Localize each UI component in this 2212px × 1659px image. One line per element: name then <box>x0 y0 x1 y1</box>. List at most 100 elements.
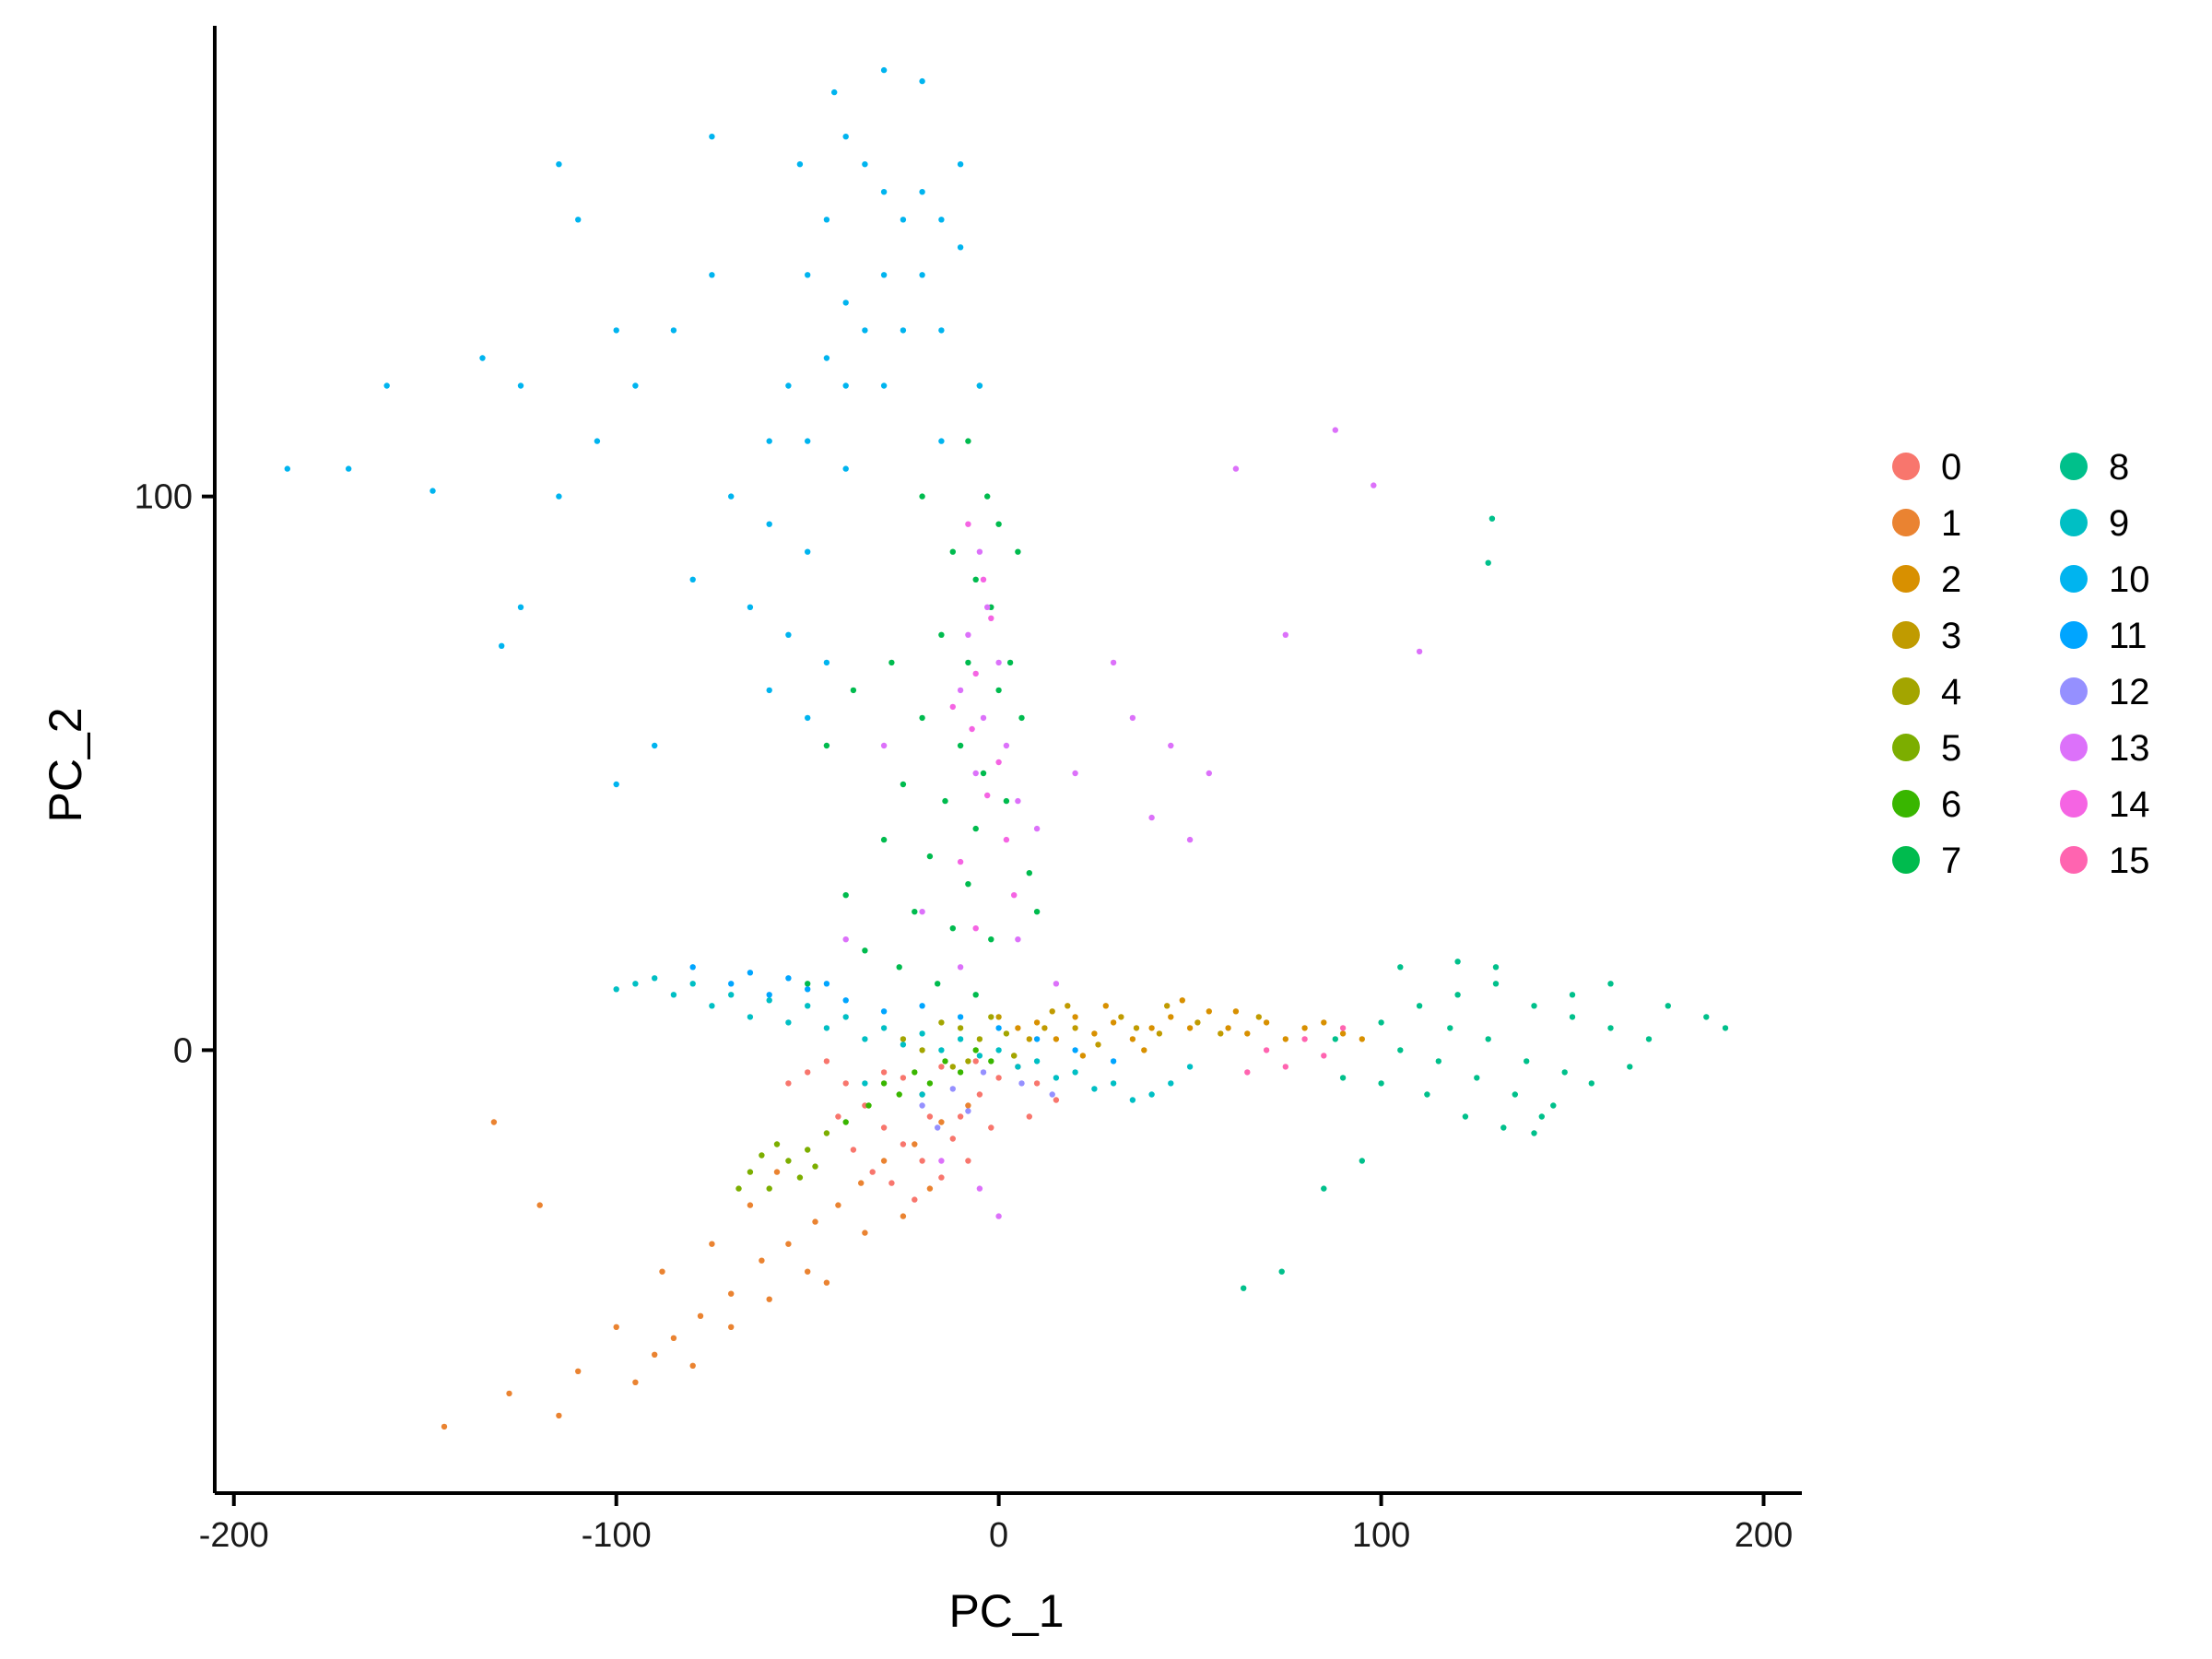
point-cluster-10 <box>766 521 772 527</box>
legend-label-3: 3 <box>1941 616 1961 656</box>
point-cluster-8 <box>1569 992 1576 998</box>
point-cluster-10 <box>842 465 849 472</box>
point-cluster-15 <box>1282 1064 1289 1070</box>
legend-key-4 <box>1892 677 1920 705</box>
point-cluster-1 <box>773 1169 781 1175</box>
point-cluster-10 <box>880 66 888 74</box>
point-cluster-7 <box>1006 659 1014 666</box>
point-cluster-7 <box>984 493 991 500</box>
point-cluster-14 <box>969 725 975 733</box>
point-cluster-14 <box>988 615 994 621</box>
point-cluster-9 <box>1110 1080 1117 1087</box>
point-cluster-8 <box>1645 1036 1653 1042</box>
point-cluster-10 <box>842 382 849 389</box>
point-cluster-10 <box>346 465 352 472</box>
legend-key-6 <box>1892 790 1920 818</box>
point-cluster-10 <box>747 604 754 610</box>
point-cluster-10 <box>689 576 696 582</box>
point-cluster-13 <box>1371 482 1377 488</box>
point-cluster-10 <box>938 438 945 444</box>
point-cluster-5 <box>735 1185 742 1192</box>
point-cluster-13 <box>938 1158 945 1164</box>
point-cluster-8 <box>1447 1025 1453 1031</box>
point-cluster-7 <box>965 659 971 666</box>
x-axis-title: PC_1 <box>948 1585 1064 1637</box>
point-cluster-10 <box>594 438 601 444</box>
legend-key-0 <box>1892 453 1920 480</box>
point-cluster-13 <box>1148 814 1155 821</box>
point-cluster-0 <box>1053 1097 1060 1103</box>
point-cluster-0 <box>912 1196 918 1203</box>
point-cluster-10 <box>709 134 715 140</box>
point-cluster-13 <box>842 936 849 943</box>
point-cluster-7 <box>965 881 971 888</box>
point-cluster-1 <box>441 1423 448 1430</box>
point-cluster-1 <box>670 1335 677 1342</box>
legend-key-9 <box>2060 509 2088 536</box>
point-cluster-8 <box>1569 1014 1576 1020</box>
point-cluster-0 <box>900 1075 907 1081</box>
point-cluster-4 <box>1011 1053 1018 1059</box>
point-cluster-13 <box>995 1213 1002 1219</box>
point-cluster-9 <box>938 1047 945 1053</box>
point-cluster-4 <box>949 1064 957 1070</box>
point-cluster-11 <box>919 1003 925 1009</box>
point-cluster-7 <box>823 742 830 749</box>
point-cluster-3 <box>1095 1041 1101 1048</box>
point-cluster-8 <box>1485 1036 1491 1042</box>
legend-key-10 <box>2060 565 2088 593</box>
point-cluster-10 <box>429 488 436 494</box>
point-cluster-0 <box>919 1158 925 1164</box>
point-cluster-2 <box>1179 997 1186 1004</box>
point-cluster-0 <box>842 1080 849 1087</box>
point-cluster-1 <box>697 1312 704 1320</box>
point-cluster-1 <box>709 1241 715 1247</box>
point-cluster-13 <box>957 687 964 694</box>
point-cluster-1 <box>812 1218 818 1225</box>
point-cluster-1 <box>747 1202 754 1208</box>
point-cluster-4 <box>919 1047 925 1053</box>
point-cluster-10 <box>796 161 804 168</box>
point-cluster-9 <box>1168 1080 1174 1087</box>
point-cluster-5 <box>773 1141 781 1147</box>
point-cluster-10 <box>766 687 772 694</box>
point-cluster-5 <box>747 1169 754 1175</box>
point-cluster-2 <box>1033 1019 1041 1026</box>
point-cluster-3 <box>1072 1025 1078 1031</box>
point-cluster-13 <box>980 714 987 722</box>
point-cluster-14 <box>965 521 971 527</box>
point-cluster-13 <box>984 604 991 610</box>
point-cluster-7 <box>972 992 979 998</box>
point-cluster-7 <box>842 892 849 899</box>
point-cluster-8 <box>1332 1036 1339 1042</box>
point-cluster-1 <box>785 1241 792 1247</box>
y-tick-label: 100 <box>135 478 193 517</box>
point-cluster-9 <box>1033 1058 1041 1065</box>
point-cluster-10 <box>919 272 925 278</box>
point-cluster-10 <box>632 382 639 389</box>
legend-label-4: 4 <box>1941 672 1961 712</box>
point-cluster-8 <box>1722 1025 1729 1031</box>
point-cluster-0 <box>805 1069 811 1076</box>
point-cluster-13 <box>965 631 971 638</box>
point-cluster-10 <box>499 642 505 649</box>
point-cluster-10 <box>383 382 390 389</box>
point-cluster-10 <box>517 604 524 610</box>
point-cluster-2 <box>1102 1003 1110 1009</box>
point-cluster-9 <box>919 1030 925 1037</box>
point-cluster-6 <box>988 1058 994 1065</box>
point-cluster-8 <box>1241 1285 1247 1291</box>
point-cluster-13 <box>976 1185 983 1192</box>
point-cluster-9 <box>1091 1086 1098 1092</box>
point-cluster-12 <box>980 1069 987 1076</box>
point-cluster-15 <box>1244 1069 1251 1076</box>
point-cluster-2 <box>1148 1025 1155 1031</box>
point-cluster-14 <box>1011 892 1018 899</box>
legend-key-5 <box>1892 734 1920 761</box>
point-cluster-0 <box>823 1058 830 1065</box>
point-cluster-0 <box>965 1158 971 1164</box>
point-cluster-11 <box>766 992 772 998</box>
point-cluster-2 <box>1206 1008 1213 1015</box>
point-cluster-14 <box>972 925 979 932</box>
